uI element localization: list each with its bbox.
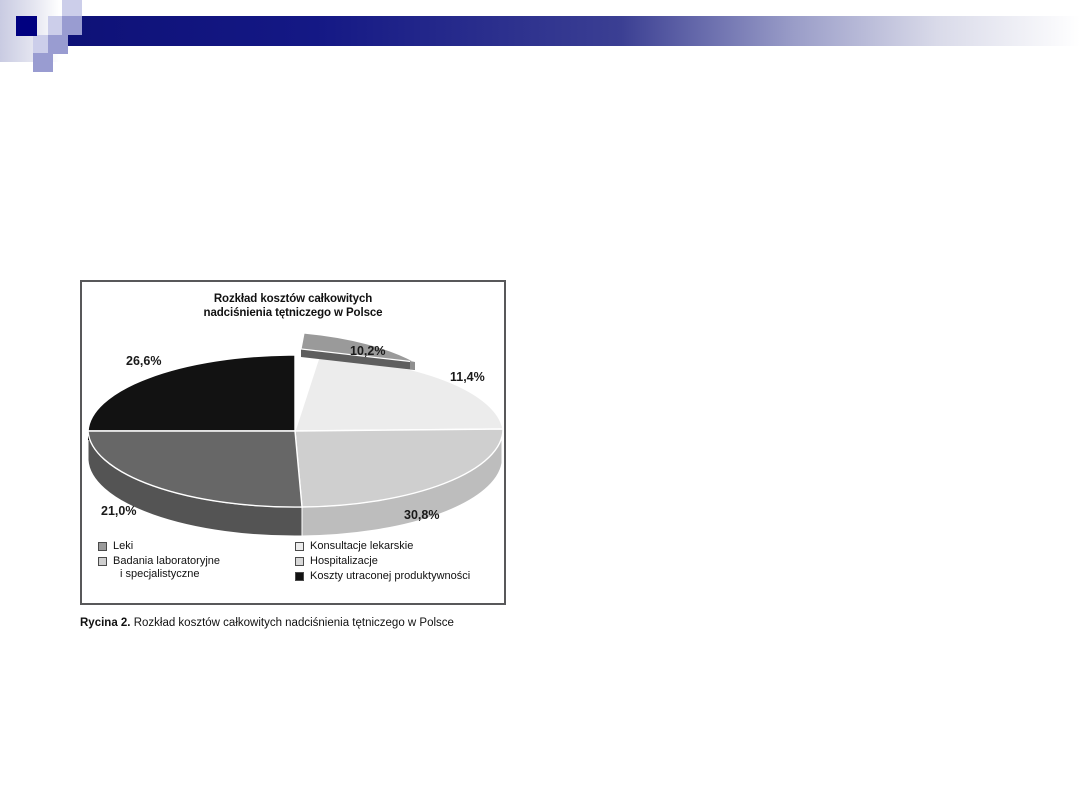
pie-slice-hospitalizacje [294, 428, 504, 508]
pie-slice-leki [300, 332, 416, 363]
chart-title-line-2: nadciśnienia tętniczego w Polsce [203, 307, 383, 319]
pie-label-leki: 10,2% [350, 344, 386, 358]
chart-title: Rozkład kosztów całkowitych nadciśnienia… [82, 292, 504, 320]
figure-caption-text: Rozkład kosztów całkowitych nadciśnienia… [130, 617, 454, 629]
legend-column-right: Konsultacje lekarskie Hospitalizacje Kos… [295, 540, 494, 585]
figure-caption-label: Rycina 2. [80, 617, 131, 629]
legend-item-hospitalizacje: Hospitalizacje [295, 555, 494, 568]
legend-item-konsultacje: Konsultacje lekarskie [295, 540, 494, 553]
legend-label-hospitalizacje: Hospitalizacje [310, 555, 378, 567]
legend-swatch-konsultacje [295, 542, 304, 551]
header-square-mid-b [48, 35, 68, 54]
header-square-dark [16, 16, 37, 36]
legend-swatch-koszty [295, 572, 304, 581]
legend-swatch-hospitalizacje [295, 557, 304, 566]
pie-label-koszty: 26,6% [126, 354, 162, 368]
legend-swatch-leki [98, 542, 107, 551]
header-gradient-bar [60, 16, 1080, 46]
header-square-mid-a [62, 16, 82, 35]
figure-block: Rozkład kosztów całkowitych nadciśnienia… [80, 280, 508, 630]
legend-item-badania: Badania laboratoryjne i specjalistyczne [98, 555, 295, 581]
pie-slice-leki-cap [410, 361, 415, 370]
pie-slice-badania [87, 430, 303, 508]
legend-label-badania: Badania laboratoryjne [113, 555, 221, 567]
pie-side-leki [301, 349, 415, 370]
pie-chart-frame: Rozkład kosztów całkowitych nadciśnienia… [80, 280, 506, 605]
pie-chart-graphic [87, 332, 504, 537]
legend-label-koszty: Koszty utraconej produktywności [310, 570, 471, 582]
header-square-mid-c [33, 53, 53, 72]
legend-label-badania-line2: i specjalistyczne [120, 568, 200, 580]
pie-slice-koszty [87, 354, 296, 432]
legend-item-koszty: Koszty utraconej produktywności [295, 570, 494, 583]
legend-label-leki: Leki [113, 540, 134, 552]
figure-caption: Rycina 2. Rozkład kosztów całkowitych na… [80, 616, 512, 630]
pie-label-badania: 21,0% [101, 504, 137, 518]
chart-title-line-1: Rozkład kosztów całkowitych [213, 293, 373, 305]
legend-label-konsultacje: Konsultacje lekarskie [310, 540, 414, 552]
legend-swatch-badania [98, 557, 107, 566]
chart-legend: Leki Badania laboratoryjne i specjalisty… [98, 540, 494, 585]
legend-column-left: Leki Badania laboratoryjne i specjalisty… [98, 540, 295, 585]
pie-label-konsultacje: 11,4% [450, 370, 485, 384]
slide-header-decoration [0, 0, 1080, 80]
legend-item-leki: Leki [98, 540, 295, 553]
header-square-light-top [62, 0, 82, 17]
pie-label-hospitalizacje: 30,8% [404, 508, 440, 522]
